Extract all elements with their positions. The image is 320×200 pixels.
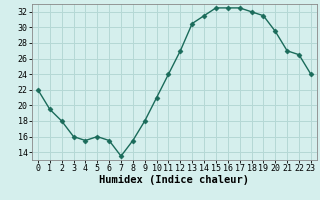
X-axis label: Humidex (Indice chaleur): Humidex (Indice chaleur) <box>100 175 249 185</box>
